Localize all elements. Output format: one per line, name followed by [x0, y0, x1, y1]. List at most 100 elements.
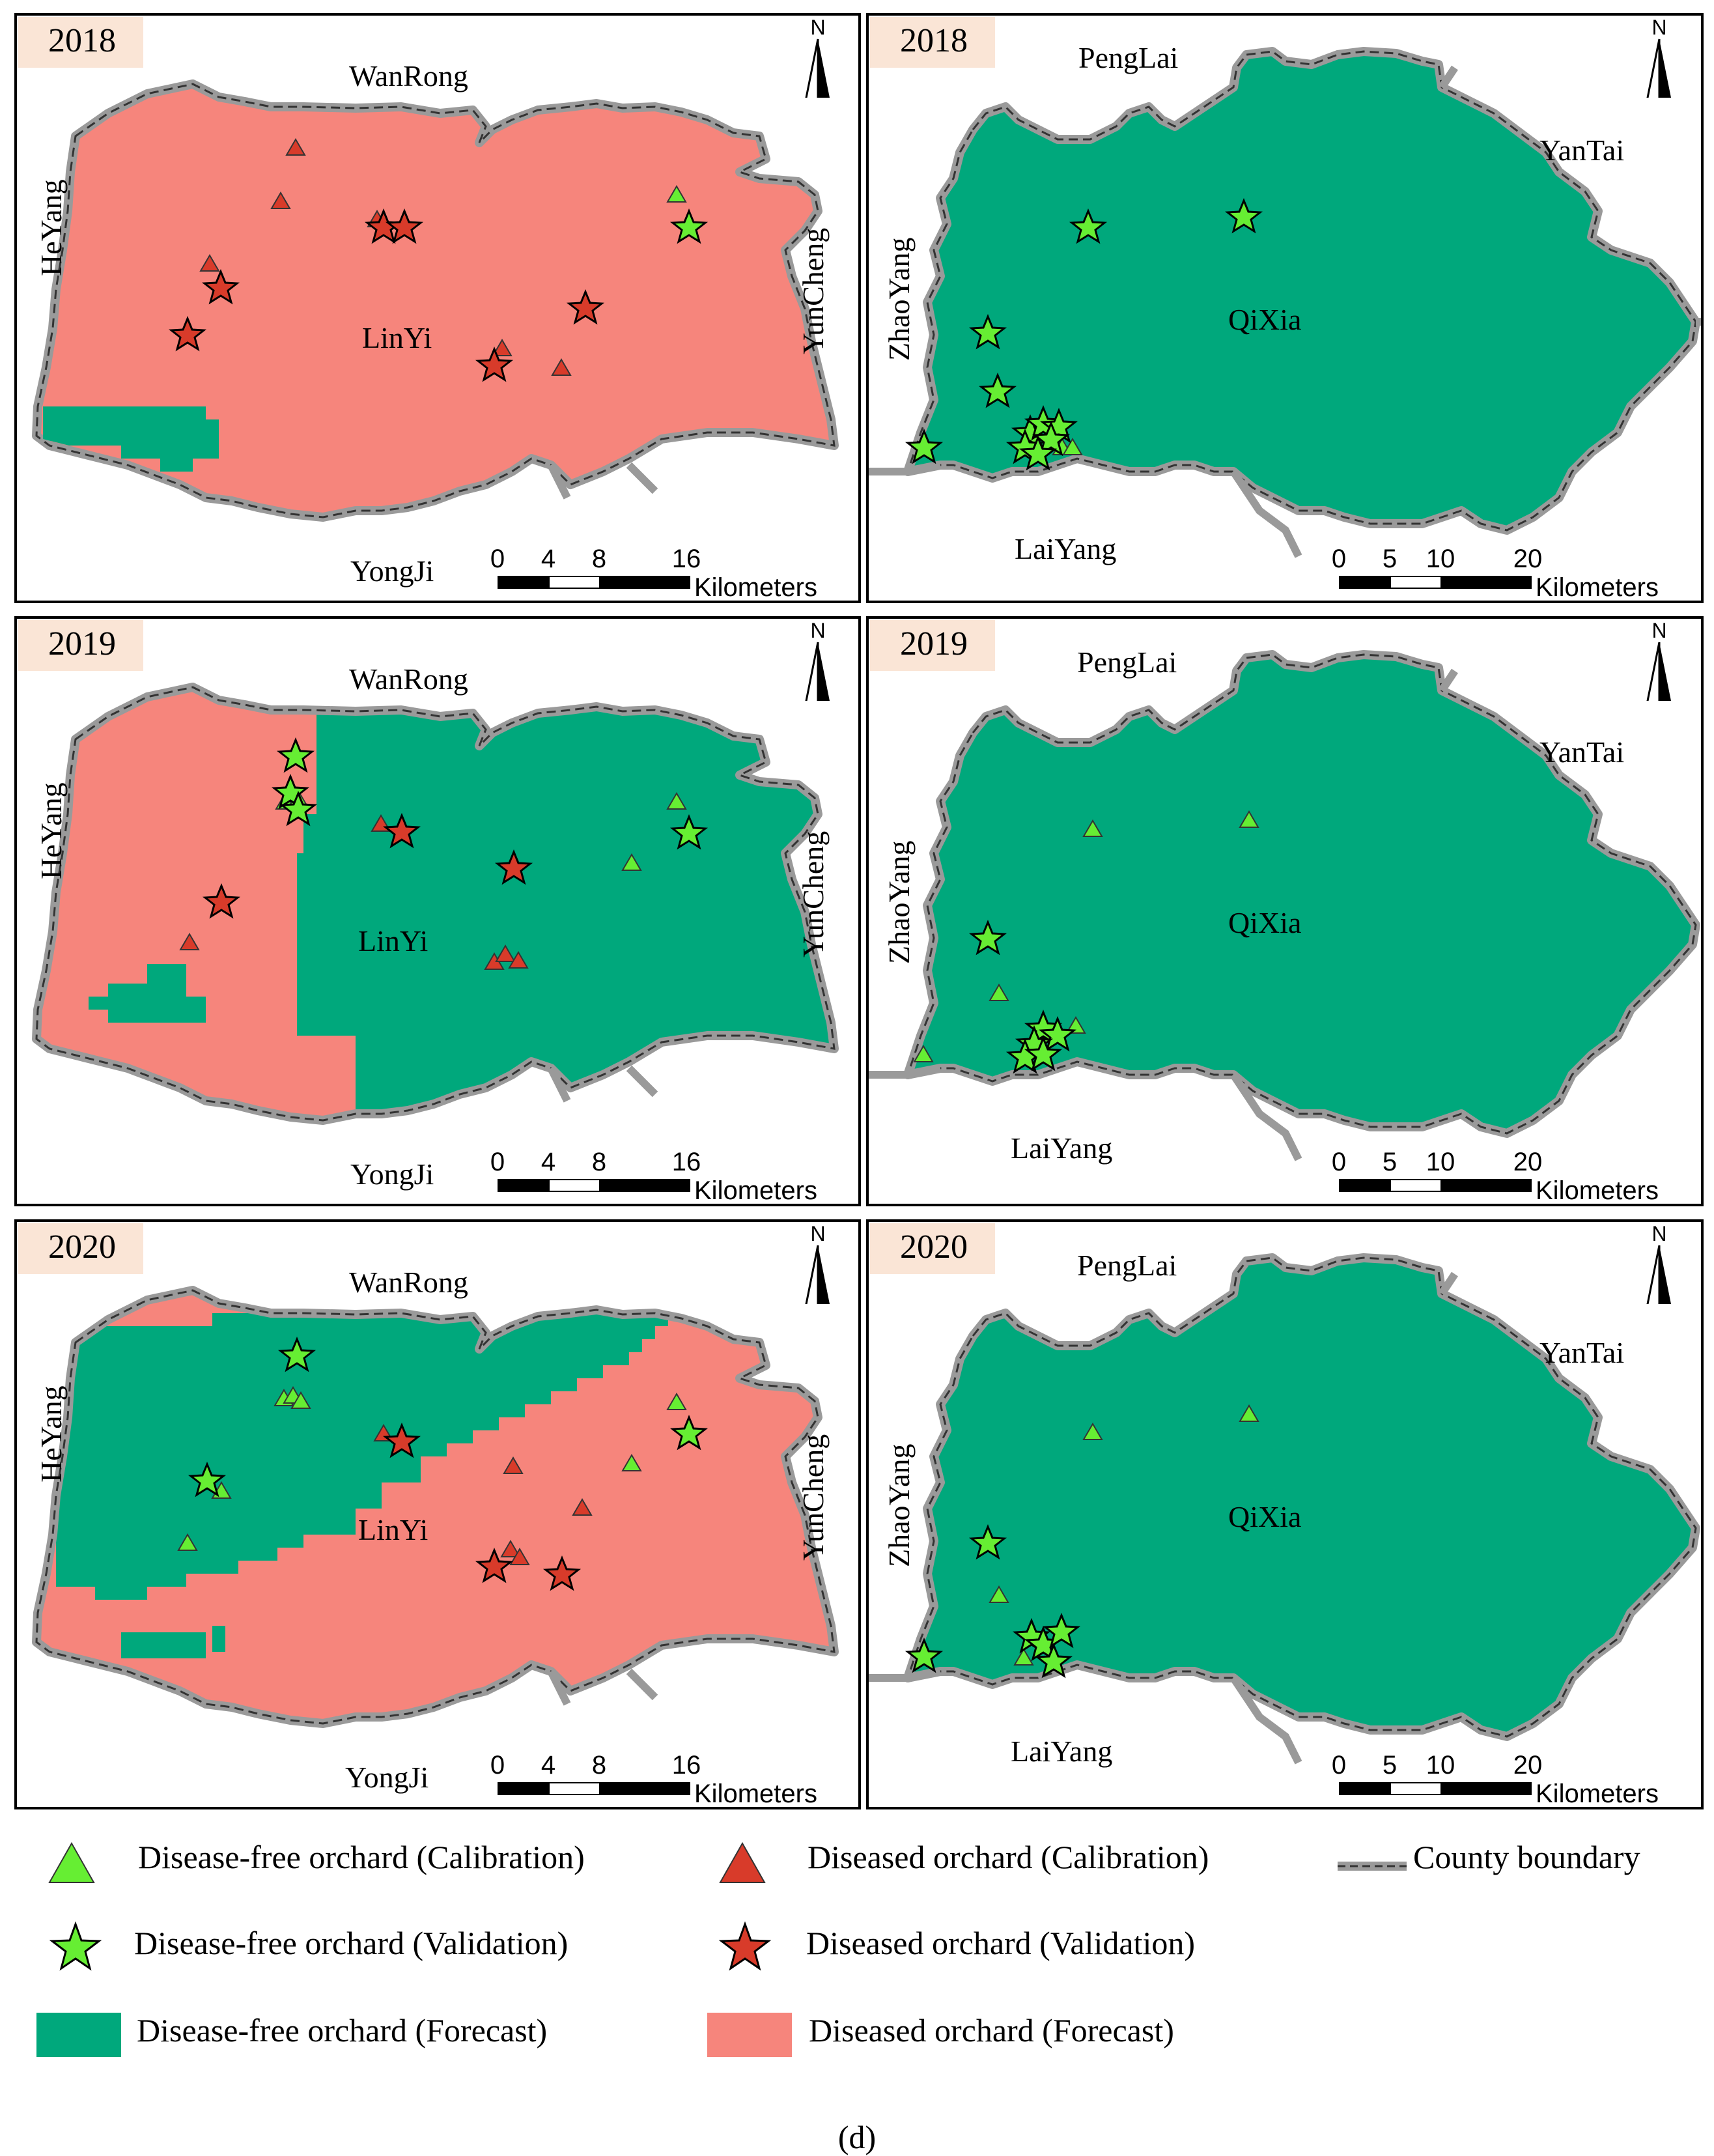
- diseased-calibration-marker: [503, 1456, 524, 1474]
- disease-free-calibration-marker: [989, 1585, 1009, 1603]
- forecast-disease-free-area: [56, 1313, 668, 1600]
- map-panel-2020-qixia: 2020 PengLai ZhaoYang YanTai LaiYang QiX…: [866, 1219, 1704, 1809]
- scale-unit: Kilometers: [1536, 1780, 1659, 1808]
- diseased-calibration-marker: [179, 933, 200, 950]
- scale-segment: [599, 1782, 690, 1795]
- markers-layer: [177, 1337, 709, 1591]
- north-label: N: [1651, 1222, 1667, 1245]
- legend-label: Disease-free orchard (Forecast): [137, 2012, 548, 2049]
- forecast-disease-free-patch: [212, 1626, 225, 1652]
- markers-layer: [179, 737, 709, 970]
- north-arrow-icon: [805, 38, 830, 98]
- year-label: 2019: [18, 620, 143, 671]
- north-arrow-icon: [1646, 38, 1671, 98]
- disease-free-calibration-marker: [1082, 819, 1103, 837]
- scale-tick: 10: [1426, 1751, 1455, 1780]
- county-boundary-inner: [906, 50, 1697, 532]
- legend-label: Disease-free orchard (Validation): [134, 1925, 569, 1961]
- north-arrow: N: [1627, 619, 1692, 701]
- disease-free-calibration-marker: [1065, 1016, 1086, 1034]
- neighbor-south: YongJi: [350, 554, 434, 588]
- neighbor-south: YongJi: [345, 1761, 429, 1794]
- year-label: 2019: [870, 620, 995, 671]
- year-label: 2018: [870, 17, 995, 68]
- diseased-calibration-marker: [572, 1498, 593, 1516]
- scale-segment: [599, 1179, 690, 1192]
- region-name: QiXia: [1228, 906, 1302, 939]
- scale-tick: 4: [541, 1148, 556, 1176]
- linyi-map-2020: [32, 1286, 839, 1728]
- north-label: N: [810, 16, 826, 39]
- diseased-validation-marker: [566, 289, 605, 325]
- neighbor-north: WanRong: [349, 59, 468, 92]
- scale-segment: [1440, 1179, 1532, 1192]
- neighbor-east: YanTai: [1539, 735, 1625, 769]
- diseased-validation-marker: [542, 1555, 582, 1591]
- legend-symbol-swatch-red: [707, 2013, 792, 2057]
- disease-free-calibration-marker: [1062, 438, 1083, 455]
- north-arrow-icon: [1646, 1245, 1671, 1304]
- disease-free-calibration-marker: [177, 1533, 198, 1551]
- disease-free-validation-marker: [279, 791, 318, 827]
- disease-free-validation-marker: [968, 920, 1007, 956]
- disease-free-calibration-marker: [621, 853, 642, 871]
- county-boundary-inner: [906, 653, 1697, 1135]
- scale-tick: 20: [1513, 1751, 1543, 1780]
- year-label: 2020: [870, 1223, 995, 1274]
- diseased-validation-marker: [168, 316, 207, 352]
- disease-free-calibration-marker: [290, 1391, 311, 1409]
- county-boundary-inner: [906, 1256, 1697, 1738]
- neighbor-east: YanTai: [1539, 1336, 1625, 1369]
- county-boundary-inner: [35, 686, 836, 1122]
- north-arrow-icon: [1646, 642, 1671, 701]
- legend-symbol-boundary-line: [1338, 1862, 1407, 1871]
- county-boundary-outer: [869, 1271, 1458, 1765]
- diseased-validation-marker: [382, 813, 421, 849]
- legend-symbol-triangle-green: [48, 1841, 95, 1883]
- linyi-map-2018: [32, 79, 839, 522]
- forecast-disease-free-area: [89, 964, 206, 1023]
- markers-layer: [168, 138, 709, 382]
- neighbor-south: LaiYang: [1015, 532, 1117, 565]
- scale-tick: 0: [490, 1751, 505, 1780]
- map-panel-2019-linyi: 2019 WanRong HeYang YunCheng YongJi LinY…: [14, 616, 861, 1206]
- map-panel-2018-linyi: 2018 WanRong HeYang YunCheng YongJi LinY…: [14, 13, 861, 603]
- map-panel-2018-qixia: 2018 PengLai ZhaoYang YanTai LaiYang QiX…: [866, 13, 1704, 603]
- diseased-calibration-marker: [508, 951, 529, 969]
- disease-free-validation-marker: [1042, 1613, 1081, 1649]
- year-label: 2018: [18, 17, 143, 68]
- legend-symbol-triangle-red: [719, 1841, 766, 1883]
- legend-label: County boundary: [1413, 1839, 1640, 1875]
- scale-tick: 16: [671, 1148, 701, 1176]
- scale-bar: 0 4 8 16 Kilometers: [490, 1148, 843, 1204]
- north-arrow: N: [785, 1222, 850, 1304]
- scale-tick: 10: [1426, 1148, 1455, 1176]
- disease-free-validation-marker: [669, 1415, 709, 1451]
- markers-layer: [913, 810, 1259, 1074]
- disease-free-validation-marker: [276, 737, 315, 773]
- north-label: N: [1651, 16, 1667, 39]
- county-boundary-inner: [35, 1289, 836, 1725]
- forecast-disease-free-patch: [121, 1632, 206, 1658]
- disease-free-calibration-marker: [989, 984, 1009, 1001]
- disease-free-calibration-marker: [666, 792, 687, 810]
- scale-tick: 0: [1331, 1148, 1347, 1176]
- disease-free-validation-marker: [669, 208, 709, 244]
- legend-label: Diseased orchard (Validation): [806, 1925, 1195, 1961]
- linyi-map-2019: [32, 683, 839, 1125]
- diseased-validation-marker: [475, 1548, 514, 1583]
- disease-free-calibration-marker: [666, 185, 687, 203]
- scale-segment: [599, 576, 690, 589]
- north-arrow: N: [785, 16, 850, 98]
- disease-free-calibration-marker: [621, 1454, 642, 1471]
- scale-bar: 0 5 10 20 Kilometers: [1331, 1148, 1684, 1204]
- neighbor-north: WanRong: [349, 1266, 468, 1299]
- disease-free-calibration-marker: [666, 1393, 687, 1410]
- disease-free-validation-marker: [188, 1462, 227, 1497]
- diseased-calibration-marker: [495, 944, 516, 962]
- scale-tick: 20: [1513, 545, 1543, 573]
- figure-caption: (d): [837, 2119, 877, 2155]
- diseased-calibration-marker: [199, 254, 220, 272]
- disease-free-validation-marker: [1224, 198, 1263, 234]
- scale-tick: 10: [1426, 545, 1455, 573]
